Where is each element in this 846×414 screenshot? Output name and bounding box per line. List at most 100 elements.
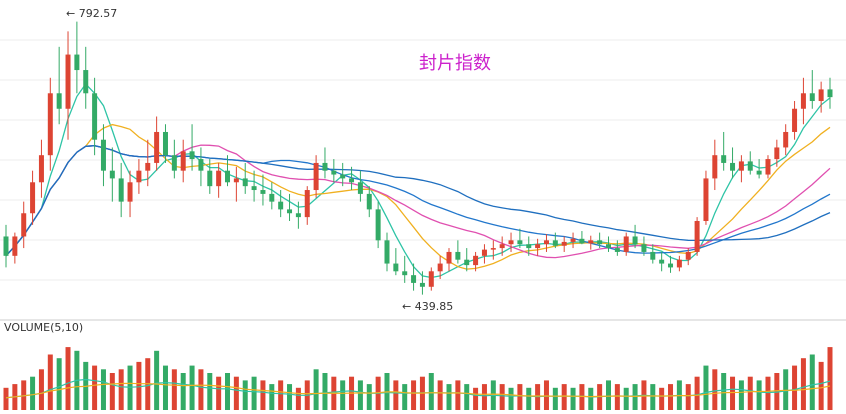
volume-bar — [92, 365, 98, 410]
candle-body — [508, 240, 514, 245]
candle-body — [295, 213, 301, 218]
volume-bar — [171, 369, 177, 410]
candle-body — [676, 259, 682, 268]
candle-body — [792, 108, 798, 132]
low-annotation: ← 439.85 — [402, 300, 453, 313]
ma-lines — [5, 82, 831, 279]
candle-body — [774, 147, 780, 160]
candle-body — [357, 182, 363, 194]
volume-bar — [446, 384, 452, 410]
candle-body — [419, 282, 425, 287]
volume-bar — [411, 380, 417, 410]
candle-body — [384, 240, 390, 264]
grid — [0, 39, 846, 281]
candle-body — [207, 170, 213, 187]
volume-bar — [366, 384, 372, 410]
volume-bar — [473, 387, 479, 410]
candle-body — [668, 263, 674, 268]
candle-body — [783, 131, 789, 148]
candle-body — [543, 240, 549, 245]
candles — [3, 21, 833, 295]
volume-bar — [800, 358, 806, 410]
volume-bar — [756, 380, 762, 410]
candle-body — [304, 190, 310, 218]
candle-body — [225, 170, 231, 183]
candle-body — [30, 182, 36, 214]
candle-body — [393, 263, 399, 272]
volume-bar — [765, 376, 771, 410]
volume-bar — [162, 365, 168, 410]
candle-body — [552, 240, 558, 246]
candle-body — [3, 236, 9, 256]
volume-bar — [30, 376, 36, 410]
candle-body — [251, 186, 257, 191]
candle-body — [92, 93, 98, 140]
candle-body — [260, 190, 266, 194]
volume-bar — [47, 354, 53, 410]
volume-bar — [402, 384, 408, 410]
ma-line-5 — [5, 82, 831, 279]
candle-body — [623, 236, 629, 252]
candle-body — [605, 244, 611, 249]
volume-bar — [393, 380, 399, 410]
candle-body — [526, 244, 532, 249]
volume-bar — [481, 384, 487, 410]
volume-bar — [508, 387, 514, 410]
candle-body — [180, 151, 186, 171]
volume-bar — [783, 369, 789, 410]
candle-body — [588, 240, 594, 244]
volume-bars — [3, 347, 833, 410]
candle-body — [597, 240, 603, 245]
candle-body — [481, 249, 487, 256]
volume-label: VOLUME(5,10) — [4, 321, 83, 334]
candle-body — [800, 93, 806, 109]
volume-bar — [792, 365, 798, 410]
volume-bar — [216, 376, 222, 410]
candle-body — [712, 155, 718, 179]
volume-bar — [207, 373, 213, 410]
candle-body — [269, 193, 275, 202]
volume-bar — [685, 384, 691, 410]
candle-body — [127, 182, 133, 202]
volume-bar — [189, 365, 195, 410]
volume-bar — [437, 380, 443, 410]
volume-bar — [579, 384, 585, 410]
candle-body — [499, 244, 505, 249]
candle-body — [21, 213, 27, 237]
candle-body — [233, 178, 239, 183]
volume-bar — [623, 387, 629, 410]
candle-body — [100, 139, 106, 171]
candle-body — [340, 174, 346, 179]
volume-bar — [3, 387, 9, 410]
candle-body — [109, 170, 115, 179]
candle-body — [579, 238, 585, 244]
candle-body — [56, 93, 62, 109]
candle-body — [198, 159, 204, 171]
volume-bar — [827, 347, 833, 410]
volume-bar — [455, 380, 461, 410]
candle-body — [331, 170, 337, 175]
candle-body — [411, 275, 417, 283]
volume-bar — [278, 380, 284, 410]
volume-bar — [659, 387, 665, 410]
volume-bar — [295, 387, 301, 410]
volume-bar — [38, 369, 44, 410]
volume-bar — [260, 380, 266, 410]
candle-body — [738, 161, 744, 171]
candle-body — [535, 244, 541, 249]
volume-bar — [269, 384, 275, 410]
volume-ma-10 — [5, 382, 831, 399]
volume-bar — [614, 384, 620, 410]
volume-bar — [313, 369, 319, 410]
candle-body — [83, 70, 89, 94]
volume-bar — [233, 376, 239, 410]
volume-bar — [287, 384, 293, 410]
candle-body — [349, 178, 355, 183]
candle-body — [38, 155, 44, 183]
candle-body — [747, 161, 753, 171]
candle-body — [136, 170, 142, 183]
candle-body — [721, 155, 727, 163]
candle-body — [428, 271, 434, 287]
volume-bar — [517, 384, 523, 410]
candle-body — [730, 162, 736, 171]
